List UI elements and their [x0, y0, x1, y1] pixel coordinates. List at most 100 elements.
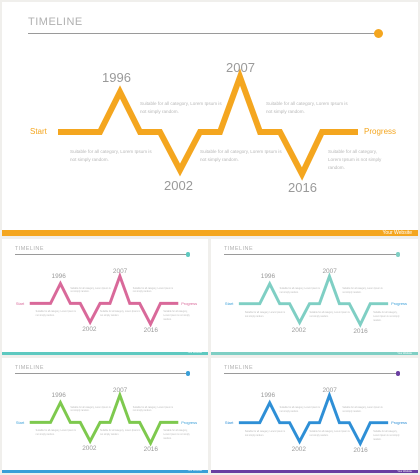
description-text: Suitable for all category, Lorem Ipsum i…: [133, 407, 173, 415]
year-label: 2007: [226, 60, 255, 75]
description-line: Suitable for all category, Lorem Ipsum i…: [342, 406, 383, 409]
description-line: Suitable for all category, Lorem Ipsum i…: [35, 311, 76, 314]
description-text: Suitable for all category, Lorem Ipsum i…: [266, 100, 348, 116]
timeline-slide-thumbnail[interactable]: TIMELINE 1996 2007 2002 2016 Start Progress Sui…: [211, 358, 418, 473]
start-label: Start: [15, 300, 25, 306]
description-line: Suitable for all category, Lorem Ipsum i…: [266, 101, 348, 106]
description-text: Suitable for all category, Lorem Ipsum i…: [140, 100, 222, 116]
description-line: Lorem Ipsum is not simply: [373, 315, 400, 318]
description-line: Suitable for all category, Lorem Ipsum i…: [244, 311, 286, 314]
year-label: 1996: [260, 272, 276, 280]
timeline-wave: [29, 390, 179, 447]
description-text: Suitable for all category, Lorem Ipsum is…: [163, 430, 189, 442]
description-line: Suitable for all category,: [163, 311, 188, 314]
timeline-slide-thumbnail[interactable]: TIMELINE 1996 2007 2002 2016 Start Progress Sui…: [211, 239, 418, 355]
footer-bar: Your Website: [211, 470, 418, 473]
accent-dot: [185, 371, 191, 376]
description-text: Suitable for all category, Lorem Ipsum i…: [100, 430, 140, 438]
description-text: Suitable for all category, Lorem Ipsum i…: [70, 407, 110, 415]
footer-text: Your Website: [187, 469, 202, 473]
year-label: 1996: [51, 272, 66, 280]
timeline-wave: [29, 271, 179, 328]
accent-dot: [373, 28, 383, 38]
year-label: 1996: [51, 391, 66, 399]
description-line: Suitable for all category,: [328, 149, 377, 154]
year-label: 2016: [353, 446, 368, 454]
description-line: Suitable for all category, Lorem Ipsum i…: [70, 406, 111, 409]
description-line: not simply random.: [132, 291, 152, 294]
description-text: Suitable for all category, Lorem Ipsum is…: [373, 312, 399, 324]
description-line: Suitable for all category, Lorem Ipsum i…: [100, 430, 141, 433]
description-text: Suitable for all category, Lorem Ipsum i…: [310, 312, 350, 320]
slide-title: TIMELINE: [14, 245, 44, 252]
timeline-slide-main[interactable]: TIMELINE 1996 2007 2002 2016 Start Progress Sui…: [2, 2, 418, 236]
footer-text: Your Website: [187, 351, 202, 355]
description-line: not simply random.: [342, 410, 362, 413]
year-label: 2007: [112, 267, 128, 275]
description-line: Suitable for all category, Lorem Ipsum i…: [35, 430, 76, 433]
description-text: Suitable for all category, Lorem Ipsum i…: [245, 312, 285, 320]
description-line: Suitable for all category, Lorem Ipsum i…: [132, 287, 173, 290]
description-text: Suitable for all category, Lorem Ipsum is…: [163, 311, 189, 323]
slide-title: TIMELINE: [28, 16, 83, 28]
description-text: Suitable for all category, Lorem Ipsum is…: [373, 431, 399, 443]
description-line: not simply random.: [35, 315, 55, 318]
progress-label: Progress: [181, 300, 198, 306]
accent-dot: [185, 252, 191, 257]
timeline-wave: [58, 68, 358, 181]
timeline-wave: [238, 271, 389, 328]
description-line: not simply random.: [244, 315, 264, 318]
description-line: Suitable for all category, Lorem Ipsum i…: [342, 287, 383, 290]
description-text: Suitable for all category, Lorem Ipsum i…: [36, 430, 76, 438]
timeline-line: [29, 390, 179, 447]
progress-label: Progress: [391, 301, 408, 307]
description-line: random.: [373, 319, 382, 322]
description-line: Suitable for all category, Lorem Ipsum i…: [244, 430, 286, 433]
description-line: not simply random.: [244, 434, 264, 437]
description-line: Suitable for all category, Lorem Ipsum i…: [309, 311, 350, 314]
description-line: not simply random.: [100, 315, 120, 318]
header-divider: [28, 33, 378, 34]
description-line: not simply random.: [342, 291, 362, 294]
description-line: random.: [328, 165, 345, 170]
description-line: Suitable for all category, Lorem Ipsum i…: [70, 149, 152, 154]
year-label: 2002: [82, 445, 97, 453]
timeline-slide-thumbnail[interactable]: TIMELINE 1996 2007 2002 2016 Start Progress Sui…: [2, 358, 208, 473]
footer-text: Your Website: [382, 230, 412, 236]
description-text: Suitable for all category, Lorem Ipsum i…: [342, 288, 382, 296]
description-line: Lorem Ipsum is not simply: [163, 315, 190, 318]
footer-bar: Your Website: [211, 352, 418, 355]
accent-dot: [395, 252, 401, 257]
timeline-line: [58, 68, 358, 181]
description-line: Suitable for all category, Lorem Ipsum i…: [140, 101, 222, 106]
description-line: Suitable for all category,: [373, 311, 398, 314]
description-text: Suitable for all category, Lorem Ipsum i…: [310, 431, 350, 439]
description-text: Suitable for all category, Lorem Ipsum is…: [328, 148, 381, 172]
timeline-slide-thumbnail[interactable]: TIMELINE 1996 2007 2002 2016 Start Progress Sui…: [2, 239, 208, 355]
description-text: Suitable for all category, Lorem Ipsum i…: [70, 148, 152, 164]
description-line: Suitable for all category, Lorem Ipsum i…: [100, 311, 141, 314]
year-label: 2016: [143, 446, 158, 454]
timeline-wave: [238, 390, 389, 447]
description-text: Suitable for all category, Lorem Ipsum i…: [100, 311, 140, 319]
description-text: Suitable for all category, Lorem Ipsum i…: [200, 148, 282, 164]
description-line: Suitable for all category, Lorem Ipsum i…: [279, 287, 320, 290]
description-line: Suitable for all category, Lorem Ipsum i…: [309, 430, 350, 433]
timeline-line: [238, 271, 389, 328]
description-text: Suitable for all category, Lorem Ipsum i…: [70, 288, 110, 296]
accent-dot: [395, 371, 401, 376]
year-label: 2007: [322, 267, 337, 275]
description-text: Suitable for all category, Lorem Ipsum i…: [245, 431, 285, 439]
description-text: Suitable for all category, Lorem Ipsum i…: [36, 311, 76, 319]
progress-label: Progress: [364, 127, 397, 136]
year-label: 2007: [112, 386, 128, 394]
progress-label: Progress: [181, 419, 198, 425]
header-divider: [14, 373, 189, 375]
footer-text: Your Website: [397, 352, 412, 355]
description-line: not simply random.: [309, 434, 329, 437]
description-line: not simply random.: [266, 109, 305, 114]
description-line: Suitable for all category, Lorem Ipsum i…: [200, 149, 282, 154]
description-line: random.: [373, 438, 382, 441]
description-line: Lorem Ipsum is not simply: [163, 434, 190, 437]
description-line: not simply random.: [35, 434, 55, 437]
